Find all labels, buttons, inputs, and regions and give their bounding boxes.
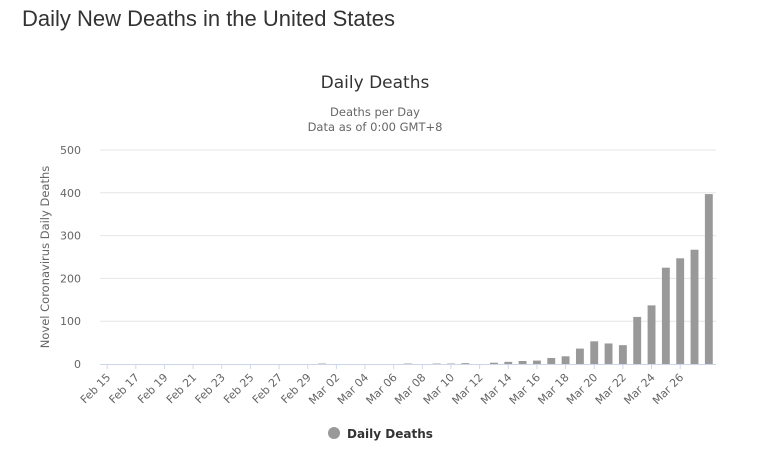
bar[interactable] (575, 348, 584, 364)
x-tick-label: Feb 27 (250, 371, 285, 406)
bar[interactable] (518, 361, 527, 364)
bar[interactable] (590, 341, 599, 364)
x-tick-label: Feb 15 (78, 371, 113, 406)
x-tick-label: Feb 23 (193, 371, 228, 406)
bar[interactable] (661, 267, 670, 364)
x-tick-label: Feb 21 (164, 371, 199, 406)
x-tick-label: Feb 17 (107, 371, 142, 406)
y-tick-label: 100 (60, 315, 81, 328)
y-tick-label: 500 (60, 144, 81, 157)
bar[interactable] (633, 316, 642, 364)
y-axis-ticks: 0 100 200 300 400 500 (60, 144, 81, 371)
y-tick-label: 400 (60, 187, 81, 200)
x-tick-label: Mar 26 (650, 371, 686, 407)
chart-title: Daily Deaths (321, 73, 430, 93)
bar[interactable] (547, 358, 556, 364)
legend-marker (328, 427, 340, 439)
bar[interactable] (604, 343, 613, 364)
x-tick-label: Mar 10 (421, 371, 457, 407)
bars (318, 194, 713, 364)
bar[interactable] (704, 194, 713, 364)
legend-label: Daily Deaths (347, 427, 433, 441)
bar[interactable] (490, 362, 498, 364)
bar[interactable] (504, 361, 513, 364)
bar[interactable] (561, 356, 570, 364)
x-tick-label: Mar 24 (621, 371, 657, 407)
bar[interactable] (647, 305, 656, 364)
chart-subtitle-line-2: Data as of 0:00 GMT+8 (308, 120, 443, 134)
x-tick-label: Feb 19 (135, 371, 170, 406)
bar[interactable] (676, 258, 685, 364)
x-tick-label: Mar 20 (564, 371, 600, 407)
x-tick-label: Mar 18 (535, 371, 571, 407)
bar[interactable] (690, 249, 699, 364)
y-tick-label: 200 (60, 272, 81, 285)
chart-subtitle-line-1: Deaths per Day (330, 105, 420, 119)
bar[interactable] (618, 345, 627, 364)
bar[interactable] (461, 363, 470, 364)
page-title: Daily New Deaths in the United States (22, 6, 395, 31)
x-tick-label: Mar 06 (364, 371, 400, 407)
x-tick-label: Mar 08 (392, 371, 428, 407)
x-tick-label: Mar 04 (335, 371, 371, 407)
x-tick-label: Mar 14 (478, 371, 514, 407)
bar[interactable] (532, 360, 541, 364)
grid-lines (100, 149, 716, 322)
y-tick-label: 300 (60, 230, 81, 243)
x-tick-label: Feb 25 (221, 371, 256, 406)
x-tick-label: Mar 02 (306, 371, 342, 407)
x-tick-label: Mar 16 (507, 371, 543, 407)
y-axis-title: Novel Coronavirus Daily Deaths (38, 166, 52, 348)
x-tick-label: Mar 22 (593, 371, 629, 407)
x-tick-label: Mar 12 (450, 371, 486, 407)
legend-item-daily-deaths[interactable]: Daily Deaths (328, 427, 433, 441)
y-tick-label: 0 (74, 358, 81, 371)
